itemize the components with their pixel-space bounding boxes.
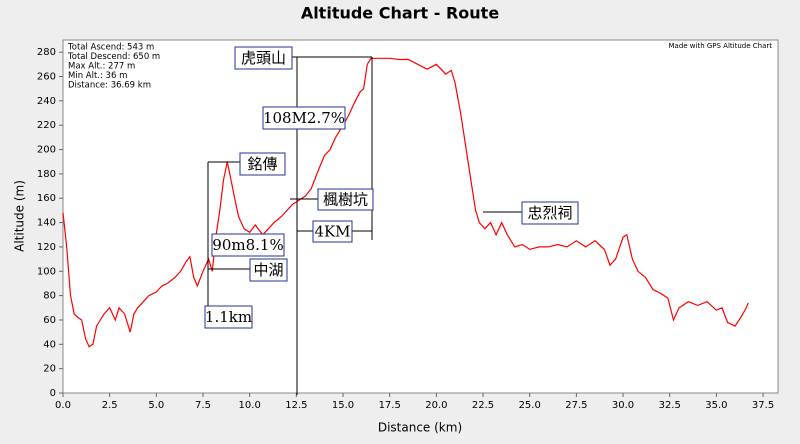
- stat-line: Distance: 36.69 km: [68, 81, 151, 91]
- annotation-label: 虎頭山: [241, 49, 286, 67]
- y-tick-label: 240: [37, 96, 56, 107]
- annotation-label: 銘傳: [247, 155, 277, 173]
- x-tick-label: 17.5: [379, 400, 401, 411]
- y-tick-label: 80: [43, 291, 56, 302]
- x-tick-label: 25.0: [519, 400, 541, 411]
- y-tick-label: 180: [37, 169, 56, 180]
- annotation-label: 忠烈祠: [527, 204, 572, 222]
- y-tick-label: 220: [37, 120, 56, 131]
- y-tick-label: 20: [43, 364, 56, 375]
- annotation-box: [239, 152, 286, 176]
- annotation-label: 90m8.1%: [212, 236, 283, 254]
- x-tick-label: 7.5: [195, 400, 211, 411]
- y-tick-label: 200: [37, 145, 56, 156]
- x-axis-label: Distance (km): [378, 421, 462, 435]
- annotation-box: [312, 220, 353, 243]
- x-tick-label: 5.0: [148, 400, 164, 411]
- x-tick-label: 10.0: [239, 400, 261, 411]
- chart-title: Altitude Chart - Route: [301, 4, 500, 23]
- y-tick-label: 40: [43, 339, 56, 350]
- y-tick-label: 160: [37, 193, 56, 204]
- x-tick-label: 20.0: [425, 400, 447, 411]
- x-tick-label: 15.0: [332, 400, 354, 411]
- y-tick-label: 100: [37, 266, 56, 277]
- annotation-box: [204, 305, 253, 329]
- annotation-box: [211, 233, 285, 257]
- annotation-label: 中湖: [253, 261, 283, 279]
- stat-line: Total Ascend: 543 m: [67, 43, 154, 53]
- y-axis-label: Altitude (m): [13, 180, 27, 252]
- x-tick-label: 30.0: [612, 400, 634, 411]
- altitude-line: [62, 57, 749, 348]
- annotation-label: 4KM: [314, 223, 350, 241]
- y-tick-label: 280: [37, 47, 56, 58]
- y-tick-label: 260: [37, 72, 56, 83]
- plot-area: [62, 39, 779, 394]
- x-tick-label: 35.0: [705, 400, 727, 411]
- annotation-box: [249, 258, 288, 282]
- y-tick-label: 140: [37, 218, 56, 229]
- annotation-box: [521, 201, 579, 225]
- x-tick-label: 22.5: [472, 400, 494, 411]
- x-tick-label: 32.5: [659, 400, 681, 411]
- x-tick-label: 27.5: [565, 400, 587, 411]
- y-tick-label: 0: [50, 388, 56, 399]
- y-tick-label: 120: [37, 242, 56, 253]
- annotation-label: 1.1km: [205, 308, 252, 326]
- annotation-box: [317, 188, 374, 211]
- x-tick-label: 37.5: [752, 400, 774, 411]
- x-tick-label: 12.5: [285, 400, 307, 411]
- stat-line: Total Descend: 650 m: [67, 52, 160, 62]
- annotation-box: [234, 46, 293, 70]
- stat-line: Min Alt.: 36 m: [68, 71, 127, 81]
- stat-line: Max Alt.: 277 m: [68, 62, 135, 72]
- annotation-box: [262, 106, 346, 130]
- x-tick-label: 0.0: [55, 400, 71, 411]
- annotation-label: 108M2.7%: [263, 109, 345, 127]
- y-tick-label: 60: [43, 315, 56, 326]
- x-tick-label: 2.5: [102, 400, 118, 411]
- credit: Made with GPS Altitude Chart: [668, 42, 772, 50]
- annotation-label: 楓樹坑: [323, 191, 368, 209]
